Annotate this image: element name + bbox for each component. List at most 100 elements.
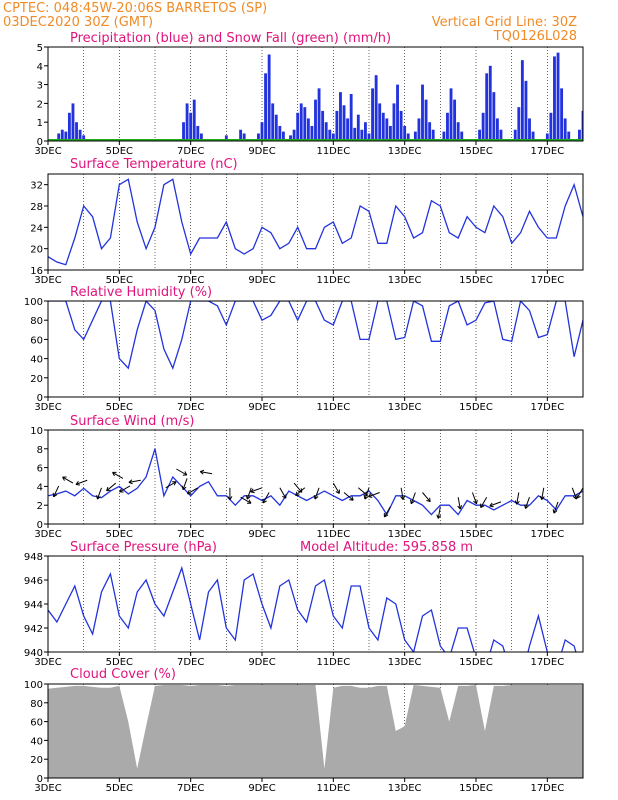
- wind-arrow-head: [436, 514, 442, 519]
- precip-bar: [556, 52, 560, 141]
- humidity-xtick-label: 5DEC: [106, 402, 133, 413]
- cloud-xtick-label: 3DEC: [34, 783, 61, 794]
- precipitation-xtick-label: 13DEC: [388, 146, 422, 157]
- precip-bar: [71, 103, 75, 141]
- precip-bar: [560, 88, 564, 141]
- precip-bar: [446, 112, 449, 141]
- precip-bar: [478, 129, 481, 141]
- cloud-ytick-label: 80: [30, 699, 43, 710]
- wind-arrow: [410, 492, 416, 504]
- humidity-ytick-label: 0: [37, 393, 43, 404]
- precip-bar: [424, 99, 428, 141]
- precip-bar: [417, 118, 421, 141]
- humidity-panel: 0 20 40 60 80 100 3DEC 5DEC 7DEC 9DEC 11DEC 13DEC 15…: [24, 285, 584, 413]
- wind-arrow-head: [181, 485, 187, 491]
- temperature-ytick-label: 28: [30, 202, 43, 213]
- temperature-xtick-label: 11DEC: [316, 275, 350, 286]
- wind-arrow: [176, 468, 188, 476]
- cloud-frame: [47, 683, 584, 779]
- wind-arrow-head: [182, 471, 188, 476]
- temperature-xtick-label: 5DEC: [106, 275, 133, 286]
- precip-bar: [421, 84, 424, 141]
- wind-arrow: [489, 501, 502, 507]
- precip-bar: [331, 133, 335, 141]
- precip-bar: [442, 131, 446, 141]
- precipitation-panel: 0 1 2 3 4 5 3DEC 5DEC 7DEC 9DEC 11DEC 13DEC 15DEC 17D…: [34, 31, 602, 157]
- panels: 0 1 2 3 4 5 3DEC 5DEC 7DEC 9DEC 11DEC 13DEC 15DEC 17D…: [24, 31, 602, 794]
- precip-bar: [385, 118, 389, 141]
- model-code: TQ0126L028: [493, 29, 577, 44]
- station-header: CPTEC: 048:45W-20:06S BARRETOS (SP): [3, 1, 267, 16]
- wind-arrow-head: [524, 504, 529, 509]
- wind-series-line: [48, 448, 583, 516]
- humidity-ytick-label: 80: [30, 316, 43, 327]
- precip-bar: [374, 75, 378, 141]
- wind-arrow-head: [400, 495, 406, 500]
- pressure-frame: [47, 555, 584, 653]
- wind-arrow-head: [410, 499, 415, 505]
- precip-bar: [57, 133, 61, 141]
- precipitation-ytick-label: 4: [37, 62, 43, 73]
- wind-arrow: [182, 478, 188, 490]
- precip-bar: [242, 133, 246, 141]
- precip-bar: [499, 129, 503, 141]
- temperature-xtick-label: 15DEC: [459, 275, 493, 286]
- wind-arrow: [128, 479, 141, 483]
- precip-bar: [524, 80, 528, 141]
- wind-panel: 0 2 4 6 8 10 3DEC 5DEC 7DEC 9DEC 11DEC 13DEC 15DEC 17…: [30, 414, 584, 540]
- temperature-ytick-label: 20: [30, 245, 43, 256]
- precipitation-ytick-label: 0: [37, 137, 43, 148]
- wind-arrow-head: [368, 493, 373, 498]
- precip-bar: [599, 133, 602, 141]
- precip-bar: [403, 125, 407, 141]
- precip-bar: [267, 54, 271, 141]
- wind-ytick-label: 6: [37, 464, 43, 475]
- wind-arrow-head: [262, 498, 267, 504]
- precip-bar: [60, 129, 64, 141]
- temperature-xtick-label: 7DEC: [177, 275, 204, 286]
- wind-arrow: [368, 492, 380, 498]
- wind-arrow: [295, 487, 306, 496]
- cloud-ytick-label: 100: [24, 680, 43, 691]
- wind-arrow-head: [128, 479, 133, 485]
- wind-arrow-head: [473, 499, 478, 505]
- precip-bar: [578, 129, 581, 141]
- temperature-ytick-label: 24: [30, 223, 43, 234]
- precip-bar: [239, 129, 243, 141]
- wind-xtick-label: 11DEC: [316, 529, 350, 540]
- precipitation-xtick-label: 7DEC: [177, 146, 204, 157]
- wind-arrow-head: [383, 512, 389, 518]
- wind-arrow: [53, 485, 60, 498]
- wind-ytick-label: 0: [37, 520, 43, 531]
- precip-bar: [449, 88, 453, 141]
- precip-bar: [563, 118, 567, 141]
- precip-bar: [339, 92, 342, 141]
- grid-note: Vertical Grid Line: 30Z: [432, 15, 577, 30]
- wind-arrow: [524, 497, 530, 509]
- precip-bar: [260, 122, 264, 141]
- precip-bar: [346, 118, 350, 141]
- humidity-ytick-label: 40: [30, 355, 43, 366]
- cloud-title: Cloud Cover (%): [70, 667, 176, 682]
- temperature-title: Surface Temperature (nC): [70, 157, 238, 172]
- wind-arrow-head: [552, 509, 558, 514]
- precipitation-ytick-label: 5: [37, 43, 43, 54]
- precip-bar: [189, 112, 193, 141]
- wind-arrow: [62, 476, 74, 484]
- temperature-panel: 16 20 24 28 32 3DEC 5DEC 7DEC 9DEC 11DEC 13DEC 15DE…: [30, 157, 584, 286]
- precip-bar: [481, 112, 485, 141]
- precip-bar: [549, 112, 553, 141]
- precip-bar: [328, 129, 332, 141]
- precip-bar: [406, 133, 410, 141]
- precipitation-xtick-label: 3DEC: [34, 146, 61, 157]
- wind-arrow: [541, 487, 545, 500]
- precip-bar: [353, 127, 357, 141]
- precip-bar: [303, 107, 307, 141]
- wind-arrow-head: [313, 495, 319, 500]
- pressure-xtick-label: 7DEC: [177, 657, 204, 668]
- wind-arrow-head: [52, 492, 58, 498]
- wind-arrow: [332, 482, 340, 494]
- precipitation-ytick-label: 3: [37, 81, 43, 92]
- humidity-xtick-label: 3DEC: [34, 402, 61, 413]
